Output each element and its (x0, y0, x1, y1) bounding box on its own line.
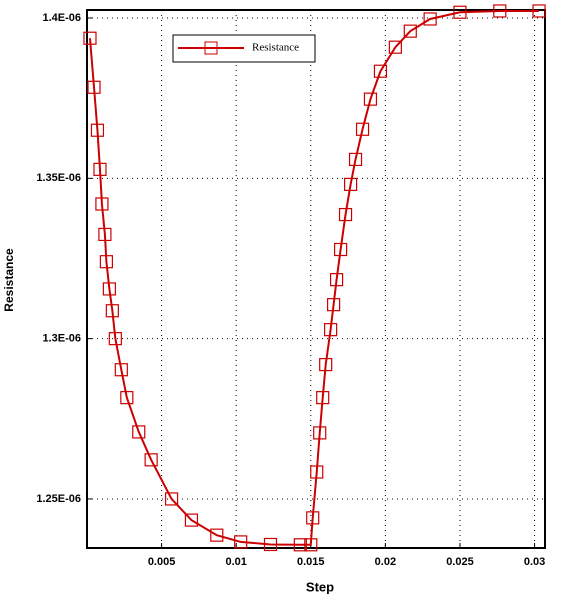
data-marker (388, 40, 402, 54)
data-marker (319, 358, 333, 372)
legend-label: Resistance (252, 42, 299, 54)
data-marker (423, 12, 437, 26)
data-marker (453, 5, 467, 19)
data-marker (105, 304, 119, 318)
data-marker (304, 538, 318, 552)
data-marker (348, 152, 363, 167)
data-marker (132, 425, 146, 439)
x-tick-label: 0.03 (524, 556, 545, 568)
y-axis-label: Resistance (2, 248, 16, 312)
series-line (88, 9, 540, 546)
x-tick-label: 0.015 (297, 556, 325, 568)
data-marker (210, 528, 224, 542)
data-marker (234, 535, 248, 549)
x-axis-label: Step (306, 579, 334, 594)
x-tick-label: 0.01 (225, 556, 246, 568)
data-marker (102, 282, 116, 296)
x-tick-label: 0.025 (446, 556, 474, 568)
data-marker (313, 426, 327, 440)
data-marker (355, 122, 370, 136)
data-marker (344, 177, 358, 192)
data-marker (306, 511, 320, 525)
data-marker (114, 363, 128, 377)
data-marker (95, 197, 109, 211)
data-marker (329, 273, 344, 287)
data-marker (90, 123, 105, 137)
y-tick-label: 1.4E-06 (42, 12, 81, 24)
data-marker (120, 391, 134, 405)
data-marker (324, 323, 338, 337)
data-marker (164, 492, 179, 506)
data-marker (316, 391, 330, 405)
legend-marker (204, 41, 218, 55)
data-marker (532, 4, 546, 18)
y-tick-label: 1.25E-06 (36, 493, 81, 505)
data-marker (327, 298, 341, 312)
y-tick-label: 1.3E-06 (42, 333, 81, 345)
data-marker (99, 255, 113, 269)
data-marker (263, 537, 278, 552)
data-marker (310, 465, 324, 479)
x-tick-label: 0.005 (148, 556, 176, 568)
data-marker (144, 453, 158, 467)
data-marker (373, 64, 388, 78)
data-marker (334, 242, 348, 257)
data-marker (108, 332, 122, 346)
data-marker (87, 80, 101, 94)
plot-frame (86, 9, 546, 549)
data-marker (403, 24, 417, 38)
data-marker (293, 538, 307, 552)
y-tick-label: 1.35E-06 (36, 172, 81, 184)
data-marker (184, 513, 199, 527)
x-tick-label: 0.02 (375, 556, 396, 568)
data-marker (338, 207, 353, 222)
data-marker (98, 227, 112, 242)
data-marker (363, 92, 378, 106)
data-marker (93, 162, 107, 176)
data-marker (493, 4, 507, 18)
data-marker (83, 31, 97, 45)
